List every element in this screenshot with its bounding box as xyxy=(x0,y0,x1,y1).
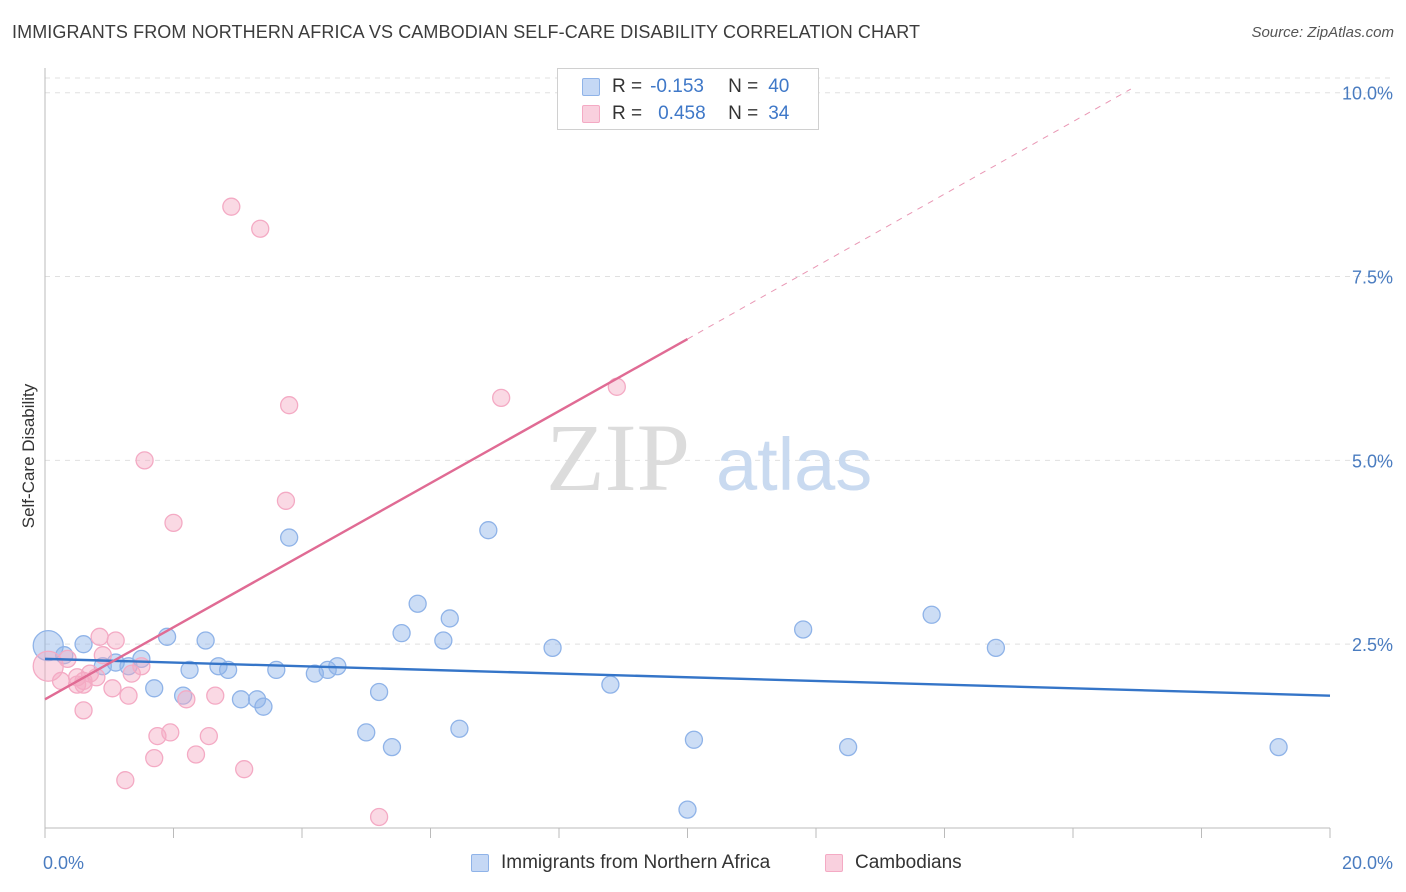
point-northern-africa xyxy=(357,723,376,742)
watermark: ZIP atlas xyxy=(546,404,872,511)
correlation-legend: R = -0.153 N = 40 R = 0.458 N = 34 xyxy=(557,68,819,130)
point-cambodian xyxy=(235,760,254,779)
legend-r-value: -0.153 xyxy=(650,76,704,97)
point-northern-africa xyxy=(267,660,286,680)
point-northern-africa xyxy=(369,682,389,702)
point-northern-africa xyxy=(684,730,704,749)
point-northern-africa xyxy=(440,609,459,628)
point-northern-africa xyxy=(408,594,427,613)
point-cambodian xyxy=(206,686,225,705)
point-northern-africa xyxy=(838,737,858,757)
y-tick-label: 7.5% xyxy=(1352,268,1393,288)
point-northern-africa xyxy=(450,719,469,738)
legend-n-label: N = xyxy=(728,103,759,124)
point-cambodian xyxy=(145,748,164,768)
point-cambodian xyxy=(116,771,135,790)
point-northern-africa xyxy=(132,649,151,669)
point-northern-africa xyxy=(434,631,453,650)
point-northern-africa xyxy=(74,635,93,654)
point-cambodian xyxy=(161,723,180,742)
point-northern-africa xyxy=(145,679,164,698)
tick-labels: 2.5% 5.0% 7.5% 10.0% 0.0% 20.0% xyxy=(43,84,1393,873)
point-northern-africa xyxy=(392,623,411,643)
legend-n-label: N = xyxy=(728,76,759,97)
watermark-atlas: atlas xyxy=(716,423,872,506)
point-cambodian xyxy=(106,631,125,650)
point-cambodian xyxy=(251,219,270,238)
point-northern-africa xyxy=(986,638,1006,658)
point-northern-africa xyxy=(479,521,498,540)
legend-n-value: 34 xyxy=(768,103,790,124)
point-northern-africa xyxy=(180,660,199,680)
point-northern-africa xyxy=(196,631,215,650)
grid-lines xyxy=(45,77,1392,645)
trend-lines xyxy=(44,88,1331,701)
point-cambodian xyxy=(186,745,206,764)
trendline-cambodian xyxy=(44,337,689,701)
series-name-northern-africa: Immigrants from Northern Africa xyxy=(501,852,771,873)
point-cambodian xyxy=(177,690,196,709)
series-name-cambodians: Cambodians xyxy=(855,852,962,873)
trendline-cambodian-extension xyxy=(687,88,1132,340)
point-northern-africa xyxy=(254,697,273,716)
legend-swatch-pink xyxy=(582,105,600,123)
point-cambodian xyxy=(276,491,296,510)
series-legend-cambodians: Cambodians xyxy=(825,852,962,874)
point-northern-africa xyxy=(247,690,267,709)
series-swatch-pink xyxy=(825,854,843,872)
legend-row-cambodians: R = 0.458 N = 34 xyxy=(582,102,789,126)
point-northern-africa xyxy=(209,657,228,676)
point-northern-africa xyxy=(678,800,697,819)
x-tick-label: 0.0% xyxy=(43,853,84,873)
chart-source: Source: ZipAtlas.com xyxy=(1251,24,1394,41)
axes xyxy=(44,68,1331,838)
point-cambodian xyxy=(369,807,389,827)
legend-n-value: 40 xyxy=(768,76,790,97)
point-cambodian xyxy=(222,197,241,216)
legend-r-value: 0.458 xyxy=(658,103,706,124)
point-northern-africa xyxy=(922,605,941,624)
legend-r-label: R = xyxy=(612,76,643,97)
y-tick-label: 2.5% xyxy=(1352,635,1393,655)
point-northern-africa xyxy=(601,675,620,694)
point-cambodian xyxy=(122,664,141,683)
point-cambodian xyxy=(279,396,299,415)
point-cambodian xyxy=(74,701,93,720)
point-cambodian xyxy=(492,388,511,408)
chart-title: IMMIGRANTS FROM NORTHERN AFRICA VS CAMBO… xyxy=(12,22,921,42)
data-points xyxy=(32,197,1288,827)
series-swatch-blue xyxy=(471,854,489,872)
point-northern-africa xyxy=(218,660,238,680)
y-tick-label: 5.0% xyxy=(1352,451,1393,471)
point-cambodian xyxy=(103,679,122,698)
point-northern-africa xyxy=(382,737,402,757)
point-cambodian xyxy=(135,451,154,470)
point-northern-africa xyxy=(1269,737,1288,757)
legend-r-label: R = xyxy=(612,103,643,124)
legend-row-northern-africa: R = -0.153 N = 40 xyxy=(582,75,789,99)
point-cambodian xyxy=(164,513,183,533)
point-northern-africa xyxy=(794,620,813,639)
legend-swatch-blue xyxy=(582,78,600,96)
point-northern-africa xyxy=(231,690,251,709)
x-tick-label: 20.0% xyxy=(1342,853,1393,873)
point-cambodian xyxy=(199,726,218,746)
y-tick-label: 10.0% xyxy=(1342,84,1393,104)
point-cambodian xyxy=(90,627,109,646)
point-northern-africa xyxy=(543,638,562,658)
trendline-northern-africa xyxy=(44,657,1331,697)
point-cambodian xyxy=(119,686,138,705)
watermark-zip: ZIP xyxy=(546,404,690,511)
y-axis-label: Self-Care Disability xyxy=(19,383,38,528)
series-legend-northern-africa: Immigrants from Northern Africa xyxy=(471,852,770,874)
point-northern-africa xyxy=(279,528,299,547)
